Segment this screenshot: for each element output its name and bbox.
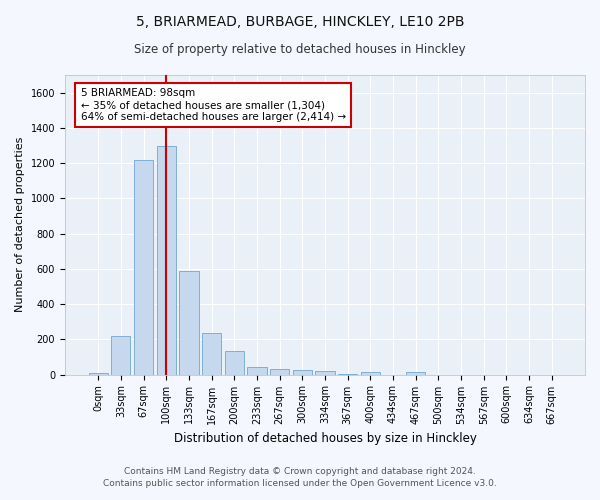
Text: Contains HM Land Registry data © Crown copyright and database right 2024.
Contai: Contains HM Land Registry data © Crown c… (103, 466, 497, 487)
Bar (179, 270, 199, 374)
Bar (293, 370, 312, 374)
Bar (202, 333, 221, 374)
Bar (157, 146, 176, 374)
X-axis label: Distribution of detached houses by size in Hinckley: Distribution of detached houses by size … (173, 432, 476, 445)
Text: 5, BRIARMEAD, BURBAGE, HINCKLEY, LE10 2PB: 5, BRIARMEAD, BURBAGE, HINCKLEY, LE10 2P… (136, 15, 464, 29)
Bar (224, 351, 244, 374)
Bar (270, 370, 289, 374)
Bar (247, 366, 266, 374)
Bar (89, 373, 108, 374)
Bar (134, 160, 153, 374)
Bar (406, 372, 425, 374)
Y-axis label: Number of detached properties: Number of detached properties (15, 137, 25, 312)
Text: 5 BRIARMEAD: 98sqm
← 35% of detached houses are smaller (1,304)
64% of semi-deta: 5 BRIARMEAD: 98sqm ← 35% of detached hou… (80, 88, 346, 122)
Bar (316, 371, 335, 374)
Text: Size of property relative to detached houses in Hinckley: Size of property relative to detached ho… (134, 42, 466, 56)
Bar (361, 372, 380, 374)
Bar (111, 336, 130, 374)
